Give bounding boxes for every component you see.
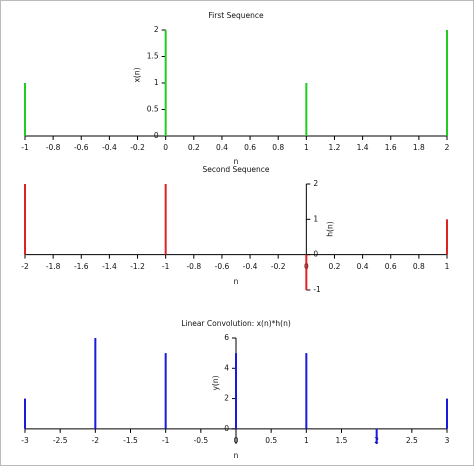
x-tick-label: 1.2 [328, 143, 340, 152]
x-tick-label: 1.4 [357, 143, 369, 152]
x-tick-label: 0.5 [265, 436, 277, 445]
x-tick-label: -2 [92, 436, 100, 445]
x-tick-label: -2 [21, 262, 29, 271]
y-tick-label: 2 [154, 25, 159, 34]
x-tick-label: 0 [234, 436, 239, 445]
y-tick-label: 0 [154, 131, 159, 140]
x-tick-label: 2.5 [406, 436, 418, 445]
x-axis-label: n [234, 451, 239, 460]
x-tick-label: 0.6 [244, 143, 256, 152]
x-tick-label: -1 [162, 262, 170, 271]
x-tick-label: 0.8 [272, 143, 284, 152]
y-tick-label: -1 [313, 285, 321, 294]
y-axis-label: h(n) [325, 221, 334, 236]
x-tick-label: 0.2 [328, 262, 340, 271]
y-tick-label: 0.5 [147, 105, 159, 114]
x-tick-label: 1 [304, 143, 309, 152]
x-tick-label: -0.5 [194, 436, 209, 445]
x-tick-label: -0.4 [243, 262, 258, 271]
y-axis-label: y(n) [211, 375, 220, 390]
x-tick-label: -1.8 [46, 262, 61, 271]
y-tick-label: 2 [313, 179, 318, 188]
y-tick-label: 1 [313, 214, 318, 223]
x-tick-label: -1.2 [130, 262, 145, 271]
x-tick-label: 1 [445, 262, 450, 271]
x-tick-label: -1.6 [74, 262, 89, 271]
x-tick-label: -1 [21, 143, 29, 152]
chart-title: Linear Convolution: x(n)*h(n) [181, 319, 291, 328]
x-axis-label: n [234, 157, 239, 166]
x-tick-label: -3 [21, 436, 29, 445]
x-tick-label: 2 [445, 143, 450, 152]
y-tick-label: 1.5 [147, 52, 159, 61]
x-tick-label: 0 [163, 143, 168, 152]
x-tick-label: 0.4 [216, 143, 228, 152]
x-tick-label: 1 [304, 436, 309, 445]
x-tick-label: 1.8 [413, 143, 425, 152]
x-tick-label: 0.6 [385, 262, 397, 271]
chart-title: Second Sequence [203, 165, 270, 174]
x-tick-label: -1 [162, 436, 170, 445]
x-tick-label: -0.6 [74, 143, 89, 152]
y-tick-label: 2 [224, 394, 229, 403]
x-tick-label: -0.8 [46, 143, 61, 152]
x-tick-label: -1.5 [123, 436, 138, 445]
y-tick-label: 6 [224, 333, 229, 342]
x-tick-label: -1.4 [102, 262, 117, 271]
chart-title: First Sequence [208, 11, 264, 20]
x-tick-label: -0.2 [130, 143, 145, 152]
x-tick-label: -0.6 [215, 262, 230, 271]
x-tick-label: 0.8 [413, 262, 425, 271]
x-tick-label: 1.5 [336, 436, 348, 445]
y-tick-label: 0 [224, 424, 229, 433]
x-axis-label: n [234, 277, 239, 286]
y-tick-label: 4 [224, 363, 229, 372]
x-tick-label: 1.6 [385, 143, 397, 152]
y-tick-label: 1 [154, 78, 159, 87]
x-tick-label: -0.2 [271, 262, 286, 271]
x-tick-label: 0.4 [357, 262, 369, 271]
x-tick-label: 3 [445, 436, 450, 445]
x-tick-label: 0.2 [188, 143, 200, 152]
x-tick-label: -0.4 [102, 143, 117, 152]
x-tick-label: -0.8 [186, 262, 201, 271]
x-tick-label: -2.5 [53, 436, 68, 445]
y-axis-label: x(n) [133, 67, 142, 82]
y-tick-label: 0 [313, 250, 318, 259]
